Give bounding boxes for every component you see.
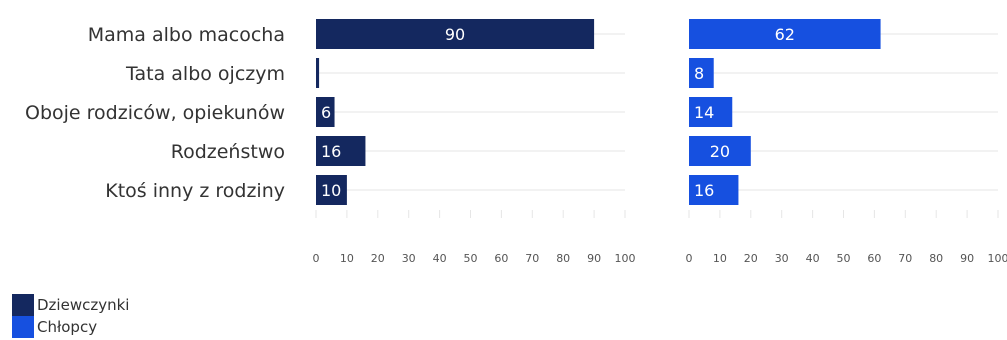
bar-dziewczynki-ktos-inny-z-rodziny [316, 175, 347, 205]
tick-label: 80 [929, 252, 943, 265]
legend: Dziewczynki Chłopcy [12, 294, 129, 338]
tick-label: 40 [433, 252, 447, 265]
tick-label: 0 [313, 252, 320, 265]
category-label-rodzenstwo: Rodzeństwo [171, 141, 285, 163]
tick-label: 30 [402, 252, 416, 265]
legend-swatch-chlopcy [12, 316, 34, 338]
tick-label: 30 [775, 252, 789, 265]
bar-chlopcy-rodzenstwo [689, 136, 751, 166]
tick-label: 60 [494, 252, 508, 265]
category-labels: Mama albo macocha Tata albo ojczym Oboje r… [25, 24, 285, 202]
legend-swatch-dziewczynki [12, 294, 34, 316]
tick-label: 70 [525, 252, 539, 265]
legend-label-dziewczynki: Dziewczynki [37, 296, 130, 314]
tick-label: 50 [464, 252, 478, 265]
legend-label-chlopcy: Chłopcy [37, 318, 98, 336]
tick-label: 70 [898, 252, 912, 265]
tick-label: 20 [744, 252, 758, 265]
data-label: 16 [321, 142, 341, 161]
category-label-oboje-rodzicow-opiekunow: Oboje rodziców, opiekunów [25, 102, 285, 124]
tick-label: 10 [713, 252, 727, 265]
data-label: 8 [694, 64, 704, 83]
category-label-ktos-inny-z-rodziny: Ktoś inny z rodziny [105, 180, 285, 202]
bar-chlopcy-ktos-inny-z-rodziny [689, 175, 739, 205]
bar-dziewczynki-mama-albo-macocha [316, 19, 595, 49]
data-label: 6 [321, 103, 331, 122]
bar-chlopcy-oboje-rodzicow-opiekunow [689, 97, 733, 127]
panel-dziewczynki: 0 10 20 30 40 50 60 70 80 90 100 90 6 16 10 [313, 19, 636, 265]
tick-label: 50 [837, 252, 851, 265]
bar-dziewczynki-rodzenstwo [316, 136, 366, 166]
tick-label: 10 [340, 252, 354, 265]
tick-label: 40 [806, 252, 820, 265]
bar-dziewczynki-tata-albo-ojczym [316, 58, 320, 88]
data-label: 90 [445, 25, 465, 44]
category-label-mama-albo-macocha: Mama albo macocha [88, 24, 285, 46]
tick-label: 100 [615, 252, 636, 265]
tick-label: 90 [587, 252, 601, 265]
data-label: 16 [694, 181, 714, 200]
bar-chlopcy-mama-albo-macocha [689, 19, 881, 49]
tick-label: 60 [867, 252, 881, 265]
data-label: 14 [694, 103, 714, 122]
legend-item-chlopcy: Chłopcy [12, 316, 129, 338]
tick-label: 90 [960, 252, 974, 265]
bar-chlopcy-tata-albo-ojczym [689, 58, 714, 88]
panel-chlopcy: 0 10 20 30 40 50 60 70 80 90 100 62 8 14 20 16 [686, 19, 1007, 265]
tick-label: 20 [371, 252, 385, 265]
bar-chart: Mama albo macocha Tata albo ojczym Oboje r… [25, 19, 1007, 265]
tick-label: 0 [686, 252, 693, 265]
bar-dziewczynki-oboje-rodzicow-opiekunow [316, 97, 335, 127]
tick-label: 80 [556, 252, 570, 265]
legend-item-dziewczynki: Dziewczynki [12, 294, 129, 316]
data-label: 20 [710, 142, 730, 161]
tick-label: 100 [988, 252, 1007, 265]
category-label-tata-albo-ojczym: Tata albo ojczym [125, 63, 285, 85]
data-label: 10 [321, 181, 341, 200]
data-label: 62 [775, 25, 795, 44]
